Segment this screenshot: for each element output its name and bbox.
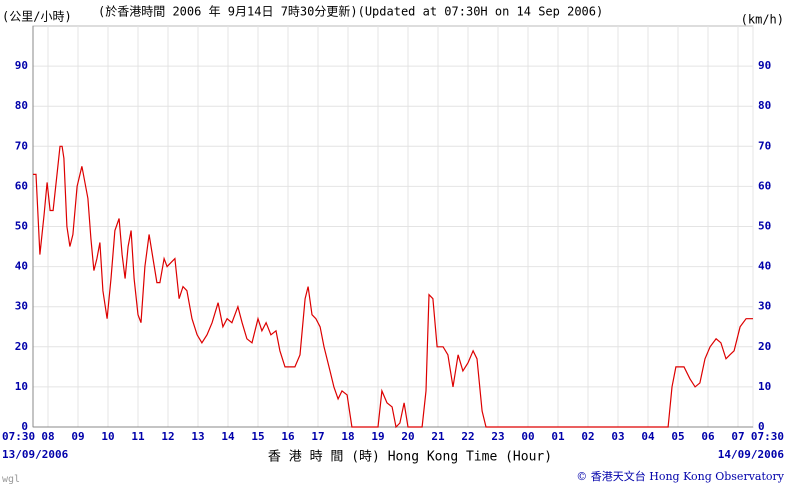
x-tick-label: 12 [161,430,174,443]
x-tick-label: 21 [431,430,445,443]
y2-tick-label: 10 [758,380,771,393]
x-tick-label: 04 [641,430,655,443]
y-tick-label: 0 [21,420,28,433]
x-tick-label: 11 [131,430,145,443]
wind-line [33,145,753,429]
x-axis-label: 香 港 時 間 (時) Hong Kong Time (Hour) [268,450,552,465]
x-tick-label: 07:30 [2,430,35,443]
x-tick-label: 19 [371,430,384,443]
y-tick-label: 40 [15,260,28,273]
y2-tick-label: 20 [758,340,771,353]
x-tick-label: 17 [311,430,324,443]
x-tick-label: 02 [581,430,594,443]
x-tick-label: 14 [221,430,235,443]
x-tick-label: 08 [41,430,54,443]
x-tick-label: 10 [101,430,114,443]
end-date: 14/09/2006 [718,448,785,461]
x-tick-label: 18 [341,430,354,443]
x-tick-label: 03 [611,430,624,443]
y-tick-label: 70 [15,139,28,152]
y-tick-label: 30 [15,300,28,313]
y-tick-label: 50 [15,220,28,233]
x-tick-label: 06 [701,430,715,443]
x-tick-label: 13 [191,430,204,443]
x-tick-label: 00 [521,430,534,443]
y-tick-label: 90 [15,59,28,72]
x-tick-label: 07:30 [751,430,784,443]
x-tick-label: 20 [401,430,414,443]
y-axis-label: (公里/小時) [2,10,72,24]
x-tick-label: 07 [731,430,744,443]
y2-tick-label: 80 [758,99,771,112]
x-tick-label: 23 [491,430,504,443]
x-tick-label: 05 [671,430,684,443]
credit: © 香港天文台 Hong Kong Observatory [576,469,785,483]
x-tick-label: 09 [71,430,84,443]
chart-title: (於香港時間 2006 年 9月14日 7時30分更新)(Updated at … [98,4,603,19]
x-tick-label: 22 [461,430,474,443]
signature: wgl [2,474,20,484]
y-tick-label: 10 [15,380,28,393]
y-tick-label: 80 [15,99,28,112]
y2-tick-label: 50 [758,220,771,233]
x-tick-label: 01 [551,430,565,443]
x-tick-label: 16 [281,430,295,443]
start-date: 13/09/2006 [2,448,69,461]
x-tick-label: 15 [251,430,264,443]
y2-tick-label: 30 [758,300,771,313]
y2-tick-label: 70 [758,139,771,152]
y2-tick-label: 0 [758,420,765,433]
y-tick-label: 20 [15,340,28,353]
y-tick-label: 60 [15,179,28,192]
y2-tick-label: 40 [758,260,771,273]
y2-tick-label: 60 [758,179,771,192]
y2-tick-label: 90 [758,59,771,72]
y2-axis-label: (km/h) [741,13,784,27]
